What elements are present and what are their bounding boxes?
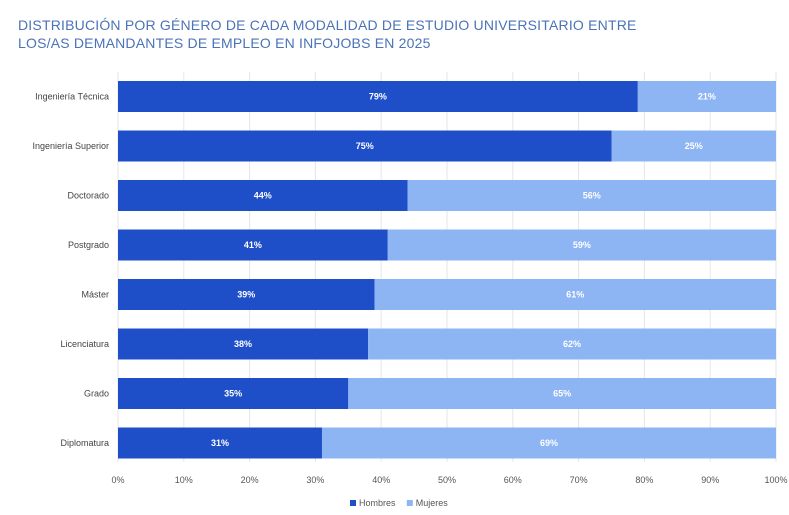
category-label: Licenciatura (60, 339, 109, 349)
bar-mujeres (407, 180, 776, 211)
category-label: Doctorado (67, 191, 109, 201)
bar-value-label: 38% (234, 339, 252, 349)
x-tick-label: 0% (111, 475, 124, 485)
bar-hombres (118, 328, 369, 360)
x-tick-label: 20% (241, 475, 259, 485)
x-tick-label: 60% (504, 475, 522, 485)
x-axis-ticks: 0% 10% 20% 30% 40% 50% 60% 70% 80% 90% 100% (111, 475, 787, 485)
legend-label-mujeres: Mujeres (416, 498, 449, 508)
bar-hombres (118, 427, 322, 459)
legend: Hombres Mujeres (350, 498, 448, 508)
bar-value-label: 69% (540, 438, 558, 448)
bar-mujeres (348, 378, 776, 409)
bar-mujeres (321, 427, 776, 459)
x-tick-label: 100% (764, 475, 787, 485)
bar-value-label: 65% (553, 389, 571, 399)
bar-value-label: 39% (237, 290, 255, 300)
legend-label-hombres: Hombres (359, 498, 396, 508)
bar-value-label: 41% (244, 240, 262, 250)
bar-mujeres (368, 328, 776, 360)
legend-swatch-mujeres (406, 500, 413, 506)
x-tick-label: 50% (438, 475, 456, 485)
bar-value-label: 79% (369, 92, 387, 102)
category-label: Grado (84, 389, 109, 399)
bar-value-label: 56% (583, 191, 601, 201)
bar-hombres (118, 81, 638, 112)
bar-hombres (118, 229, 388, 261)
bar-value-label: 62% (563, 339, 581, 349)
bar-value-label: 44% (254, 191, 272, 201)
chart-title-line-2: LOS/AS DEMANDANTES DE EMPLEO EN INFOJOBS… (18, 35, 431, 51)
bar-hombres (118, 130, 612, 162)
x-tick-label: 40% (372, 475, 390, 485)
bar-value-label: 61% (566, 290, 584, 300)
bar-hombres (118, 180, 408, 211)
x-tick-label: 30% (306, 475, 324, 485)
category-label: Máster (81, 290, 109, 300)
bar-value-label: 59% (573, 240, 591, 250)
bar-mujeres (374, 279, 776, 310)
bar-hombres (118, 378, 349, 409)
category-labels: Ingeniería Técnica Ingeniería Superior Doc… (32, 92, 109, 449)
bar-hombres (118, 279, 375, 310)
x-tick-label: 70% (570, 475, 588, 485)
x-tick-label: 80% (635, 475, 653, 485)
bar-mujeres (637, 81, 776, 112)
bar-mujeres (387, 229, 776, 261)
bar-value-label: 31% (211, 438, 229, 448)
x-tick-label: 10% (175, 475, 193, 485)
bar-value-label: 25% (685, 141, 703, 151)
category-label: Diplomatura (60, 438, 109, 448)
x-tick-label: 90% (701, 475, 719, 485)
chart-title-line-1: DISTRIBUCIÓN POR GÉNERO DE CADA MODALIDA… (18, 17, 637, 33)
legend-swatch-hombres (350, 500, 356, 506)
category-label: Ingeniería Técnica (35, 92, 109, 102)
bar-value-label: 75% (356, 141, 374, 151)
category-label: Postgrado (68, 240, 109, 250)
bars: 79% 21% 75% 25% 44% 56% 41% 59% 39% 61% 38% 62% 35% 6… (118, 81, 776, 459)
bar-value-label: 21% (698, 92, 716, 102)
chart-title: DISTRIBUCIÓN POR GÉNERO DE CADA MODALIDA… (18, 16, 718, 52)
category-label: Ingeniería Superior (32, 141, 109, 151)
bar-mujeres (611, 130, 776, 162)
bar-value-label: 35% (224, 389, 242, 399)
